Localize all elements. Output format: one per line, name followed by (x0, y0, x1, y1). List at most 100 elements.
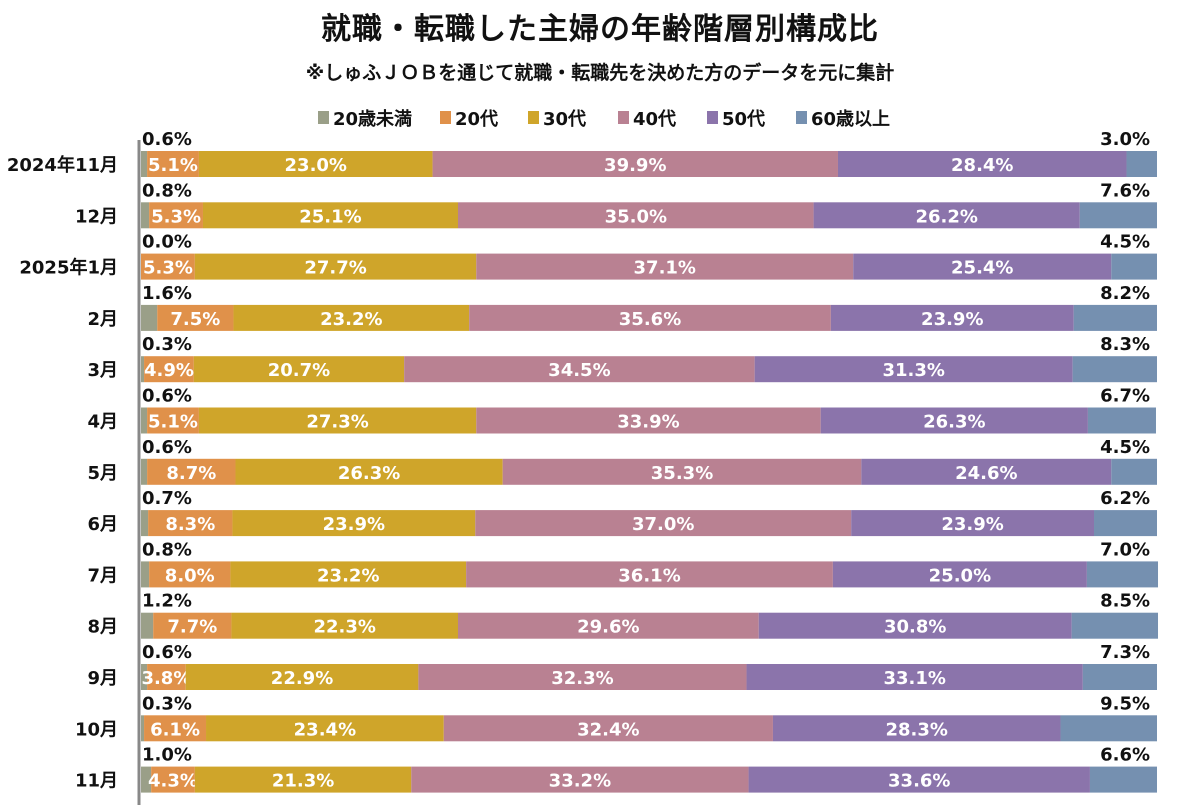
bar-segment (754, 356, 1073, 383)
bar-segment (457, 612, 759, 639)
data-label: 25.0% (929, 565, 991, 586)
bar-segment (141, 664, 148, 690)
data-label: 4.9% (144, 360, 194, 381)
data-label: 28.3% (885, 719, 947, 740)
bar-segment (198, 407, 477, 434)
data-label: 25.4% (951, 258, 1013, 279)
bar-segment (185, 664, 419, 690)
legend-swatch (528, 111, 539, 124)
bar-segment (153, 612, 232, 639)
bar-segment (147, 458, 236, 485)
bar-segment (1094, 510, 1157, 537)
bar-segment (230, 561, 467, 588)
bar-segment (404, 356, 755, 383)
bar-segment (432, 151, 838, 177)
data-label: 33.9% (617, 412, 679, 433)
data-label: 7.0% (1100, 539, 1150, 560)
data-label: 9.5% (1100, 693, 1150, 714)
data-label: 33.2% (549, 771, 611, 792)
bar-segment (1126, 151, 1157, 177)
bar-segment (141, 253, 195, 280)
data-label: 35.0% (605, 206, 667, 227)
data-label: 30.8% (884, 617, 946, 638)
bar-segment (813, 202, 1080, 229)
data-label: 5.1% (148, 412, 198, 433)
bar-segment (141, 766, 152, 793)
bar-segment (1079, 202, 1157, 229)
bar-segment (202, 202, 458, 229)
bar-segment (194, 766, 412, 793)
bar-segment (141, 356, 145, 383)
data-label: 8.3% (1100, 334, 1150, 355)
data-label: 7.3% (1100, 642, 1150, 663)
bar-segment (820, 407, 1088, 434)
bar-segment (233, 304, 470, 331)
data-label: 24.6% (955, 463, 1017, 484)
legend-swatch (618, 111, 629, 124)
legend-swatch (707, 111, 718, 124)
data-label: 35.6% (619, 309, 681, 330)
data-label: 22.3% (313, 617, 375, 638)
category-label: 12月 (75, 206, 118, 227)
bar-segment (1072, 356, 1157, 383)
bar-segment (476, 407, 821, 434)
data-label: 7.6% (1100, 180, 1150, 201)
data-label: 27.7% (304, 258, 366, 279)
bar-segment (198, 151, 433, 177)
data-label: 26.2% (915, 206, 977, 227)
data-label: 33.1% (883, 668, 945, 689)
data-label: 23.9% (921, 309, 983, 330)
bar-segment (141, 202, 150, 229)
data-label: 32.4% (577, 719, 639, 740)
bar-segment (147, 664, 186, 690)
bar-segment (232, 510, 476, 537)
data-label: 3.0% (1100, 129, 1150, 150)
bar-segment (443, 715, 773, 742)
bar-segment (149, 202, 203, 229)
data-label: 23.0% (285, 155, 347, 176)
data-label: 6.1% (150, 719, 200, 740)
data-label: 0.3% (142, 334, 192, 355)
data-label: 23.4% (294, 719, 356, 740)
bar-segment (1071, 612, 1159, 639)
bar-segment (141, 151, 148, 177)
bar-segment (151, 766, 195, 793)
bar-segment (157, 304, 234, 331)
data-label: 0.3% (142, 693, 192, 714)
bar-segment (206, 715, 444, 742)
bar-segment (851, 510, 1095, 537)
bar-segment (144, 356, 194, 383)
bar-segment (141, 304, 158, 331)
legend-swatch (318, 111, 329, 124)
data-label: 8.3% (165, 514, 215, 535)
category-label: 7月 (87, 565, 118, 586)
bar-segment (141, 561, 150, 588)
legend-label: 20歳未満 (333, 108, 412, 130)
bar-segment (141, 715, 145, 742)
data-label: 23.2% (317, 565, 379, 586)
data-label: 26.3% (923, 412, 985, 433)
bar-segment (469, 304, 831, 331)
data-label: 6.7% (1100, 386, 1150, 407)
category-label: 2024年11月 (7, 154, 118, 176)
bar-segment (147, 151, 199, 177)
bar-segment (149, 561, 231, 588)
data-label: 5.3% (151, 206, 201, 227)
chart-subtitle: ※しゅふＪＯＢを通じて就職・転職先を決めた方のデータを元に集計 (305, 62, 895, 84)
data-label: 6.6% (1100, 745, 1150, 766)
bar-segment (141, 458, 148, 485)
data-label: 35.3% (651, 463, 713, 484)
bar-segment (853, 253, 1112, 280)
data-label: 5.3% (143, 258, 193, 279)
bar-segment (861, 458, 1112, 485)
bar-segment (1087, 407, 1156, 434)
data-label: 21.3% (272, 771, 334, 792)
data-label: 0.6% (142, 642, 192, 663)
data-label: 1.0% (142, 745, 192, 766)
data-label: 28.4% (951, 155, 1013, 176)
legend-label: 30代 (543, 109, 586, 130)
bar-segment (411, 766, 749, 793)
category-label: 2025年1月 (19, 257, 118, 279)
bar-segment (193, 356, 405, 383)
